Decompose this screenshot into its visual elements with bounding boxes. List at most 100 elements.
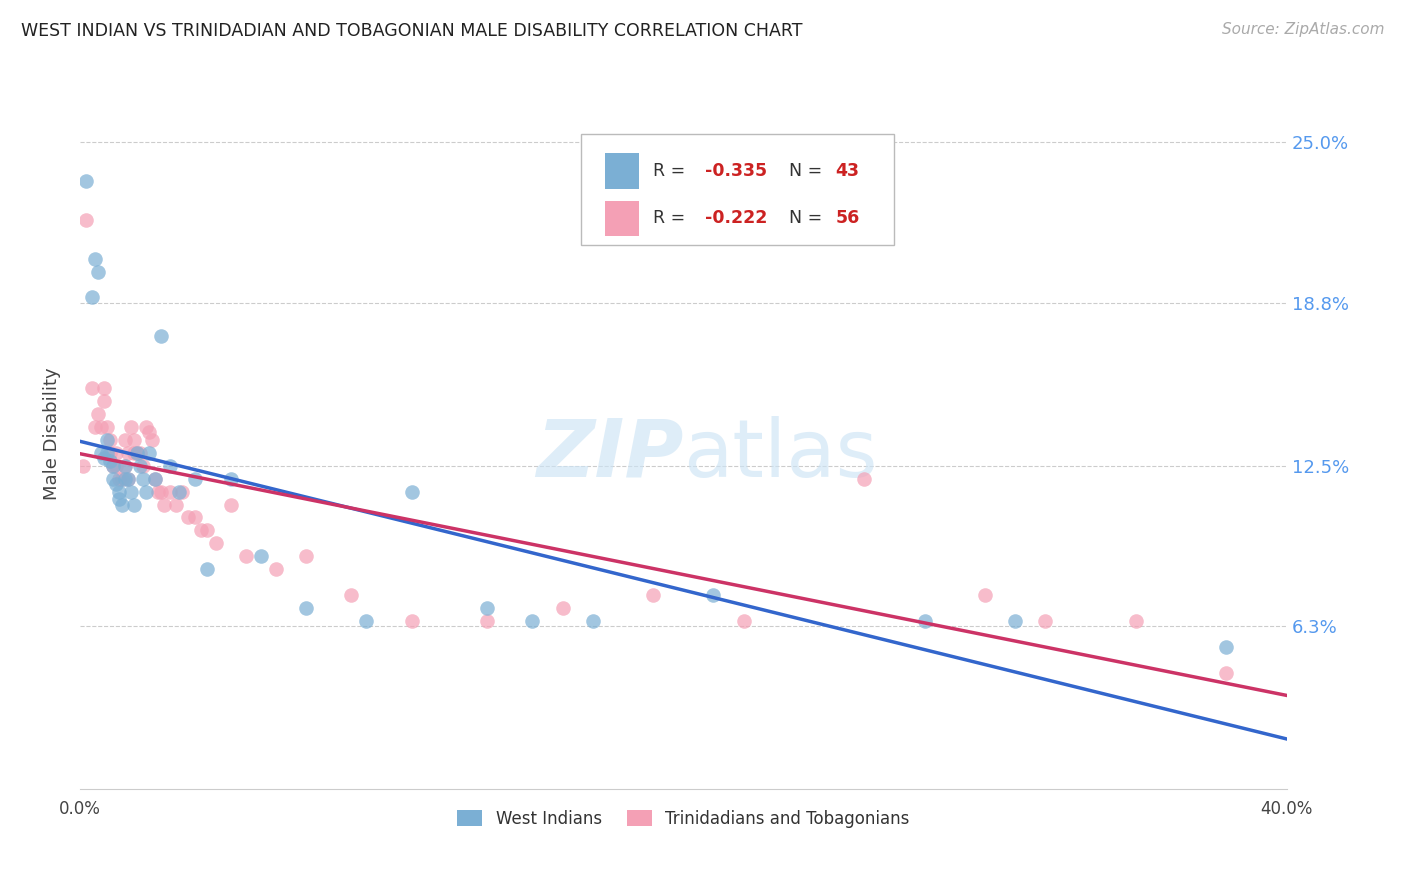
Text: Source: ZipAtlas.com: Source: ZipAtlas.com <box>1222 22 1385 37</box>
Point <box>475 614 498 628</box>
Point <box>295 549 318 564</box>
Point <box>120 484 142 499</box>
Point <box>235 549 257 564</box>
Point <box>141 433 163 447</box>
Point <box>117 472 139 486</box>
Point <box>150 329 173 343</box>
Point <box>114 458 136 473</box>
Legend: West Indians, Trinidadians and Tobagonians: West Indians, Trinidadians and Tobagonia… <box>450 803 917 834</box>
Point <box>177 510 200 524</box>
Point <box>159 484 181 499</box>
Point <box>1033 614 1056 628</box>
Point <box>733 614 755 628</box>
Y-axis label: Male Disability: Male Disability <box>44 367 60 500</box>
Point <box>72 458 94 473</box>
Text: R =: R = <box>654 162 690 180</box>
Point <box>111 498 134 512</box>
Point <box>127 446 149 460</box>
Point <box>117 446 139 460</box>
Point <box>135 484 157 499</box>
Point <box>159 458 181 473</box>
Point <box>153 498 176 512</box>
Point <box>98 453 121 467</box>
Point <box>914 614 936 628</box>
Point <box>143 472 166 486</box>
Point <box>148 484 170 499</box>
Text: N =: N = <box>790 162 828 180</box>
Point <box>974 588 997 602</box>
Point <box>132 458 155 473</box>
Point <box>127 446 149 460</box>
Point <box>132 472 155 486</box>
Point <box>195 524 218 538</box>
Text: 43: 43 <box>835 162 859 180</box>
Point <box>1215 640 1237 654</box>
Point <box>219 498 242 512</box>
Point <box>190 524 212 538</box>
Point <box>93 381 115 395</box>
Point <box>401 614 423 628</box>
Point <box>1125 614 1147 628</box>
Point <box>169 484 191 499</box>
Point <box>582 614 605 628</box>
Point <box>183 472 205 486</box>
Point <box>183 510 205 524</box>
Point <box>295 601 318 615</box>
Point <box>195 562 218 576</box>
Point <box>93 450 115 465</box>
Point <box>75 212 97 227</box>
Point <box>643 588 665 602</box>
Text: R =: R = <box>654 210 690 227</box>
Point <box>702 588 724 602</box>
Point <box>101 458 124 473</box>
Text: -0.335: -0.335 <box>704 162 768 180</box>
Point <box>150 484 173 499</box>
Point <box>80 290 103 304</box>
Text: WEST INDIAN VS TRINIDADIAN AND TOBAGONIAN MALE DISABILITY CORRELATION CHART: WEST INDIAN VS TRINIDADIAN AND TOBAGONIA… <box>21 22 803 40</box>
Point <box>1004 614 1026 628</box>
Text: 56: 56 <box>835 210 859 227</box>
Point <box>98 433 121 447</box>
Point <box>96 446 118 460</box>
Point <box>122 433 145 447</box>
Point <box>90 446 112 460</box>
Point <box>219 472 242 486</box>
Point <box>250 549 273 564</box>
Point <box>108 492 131 507</box>
Point <box>111 472 134 486</box>
Point <box>401 484 423 499</box>
Point <box>105 458 128 473</box>
Point <box>356 614 378 628</box>
Point <box>114 433 136 447</box>
Point <box>84 252 107 266</box>
Point <box>101 458 124 473</box>
Point <box>84 420 107 434</box>
Point <box>96 433 118 447</box>
Point <box>105 446 128 460</box>
Point <box>80 381 103 395</box>
Point <box>165 498 187 512</box>
Point <box>90 420 112 434</box>
Point <box>120 420 142 434</box>
Point <box>87 407 110 421</box>
Point <box>551 601 574 615</box>
Point <box>853 472 876 486</box>
FancyBboxPatch shape <box>581 135 894 244</box>
Point <box>108 472 131 486</box>
Point <box>122 498 145 512</box>
Point <box>172 484 194 499</box>
Point <box>340 588 363 602</box>
Point <box>98 446 121 460</box>
Text: -0.222: -0.222 <box>704 210 768 227</box>
Point <box>138 446 160 460</box>
Point <box>96 420 118 434</box>
Point <box>105 476 128 491</box>
Point <box>101 472 124 486</box>
Point <box>114 458 136 473</box>
Point <box>1215 665 1237 680</box>
Point <box>143 472 166 486</box>
Point <box>114 472 136 486</box>
Point <box>108 484 131 499</box>
Point <box>117 472 139 486</box>
FancyBboxPatch shape <box>605 153 638 189</box>
